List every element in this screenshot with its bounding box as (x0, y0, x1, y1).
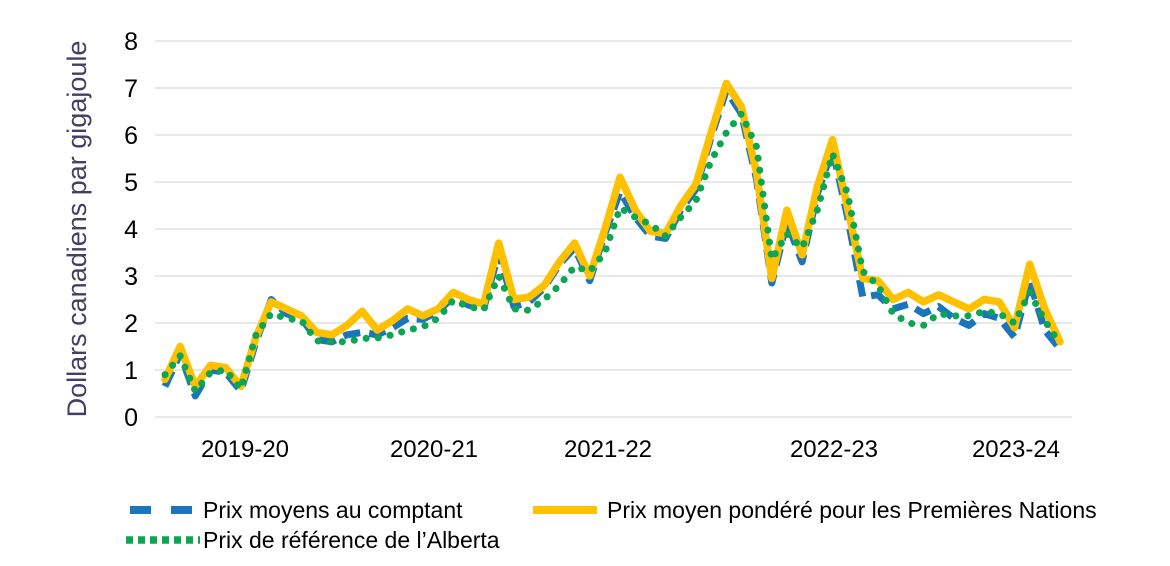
y-tick-label: 1 (124, 357, 138, 385)
series-line-spot (161, 86, 1063, 400)
y-tick-label: 8 (124, 28, 138, 56)
y-tick-label: 4 (124, 216, 138, 244)
y-tick-label: 6 (124, 122, 138, 150)
legend: Prix moyens au comptant Prix moyen pondé… (126, 497, 1097, 553)
series-line-alberta (161, 110, 1064, 395)
x-tick-label: 2020-21 (390, 436, 478, 463)
y-tick-label: 0 (124, 404, 138, 432)
legend-label-alberta: Prix de référence de l’Alberta (203, 527, 500, 553)
series-line-first_nations (161, 79, 1064, 391)
y-axis-tick-labels: 0 1 2 3 4 5 6 7 8 (124, 28, 138, 432)
y-tick-label: 2 (124, 310, 138, 338)
y-tick-label: 3 (124, 263, 138, 291)
x-tick-label: 2019-20 (201, 436, 289, 463)
x-axis-tick-labels: 2019-20 2020-21 2021-22 2022-23 2023-24 (201, 436, 1060, 463)
y-tick-label: 7 (124, 75, 138, 103)
x-tick-label: 2023-24 (972, 436, 1060, 463)
legend-label-first-nations: Prix moyen pondéré pour les Premières Na… (607, 497, 1097, 523)
x-tick-label: 2022-23 (790, 436, 878, 463)
data-series (161, 79, 1064, 400)
legend-label-spot: Prix moyens au comptant (203, 497, 463, 523)
y-axis-title: Dollars canadiens par gigajoule (62, 41, 92, 418)
x-tick-label: 2021-22 (564, 436, 652, 463)
y-tick-label: 5 (124, 169, 138, 197)
